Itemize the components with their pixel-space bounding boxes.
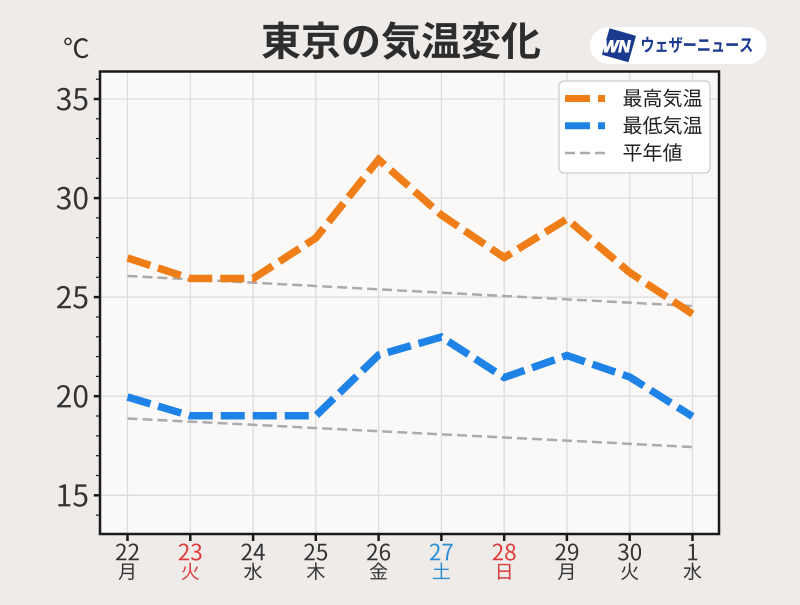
svg-text:WN: WN xyxy=(603,37,632,56)
